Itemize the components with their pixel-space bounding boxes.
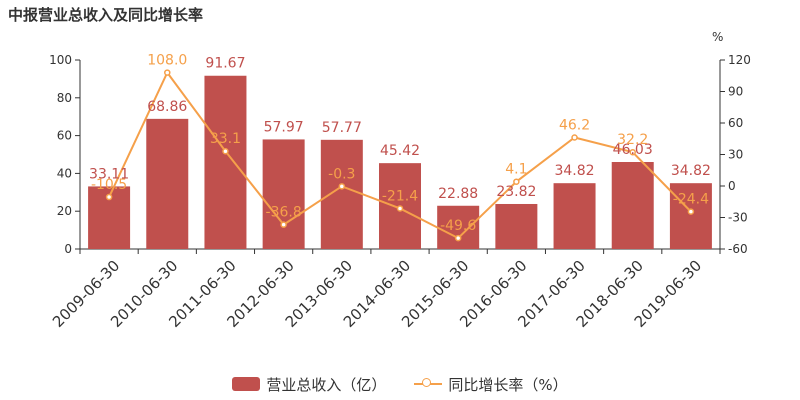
- growth-point: [687, 208, 695, 215]
- legend-bar-swatch: [232, 377, 261, 391]
- revenue-bar: [611, 162, 654, 249]
- growth-point: [164, 69, 171, 76]
- legend-item-revenue[interactable]: 营业总收入（亿）: [232, 374, 386, 395]
- growth-value-label: -10.5: [91, 177, 127, 193]
- growth-value-label: 32.2: [617, 132, 648, 148]
- growth-point: [222, 147, 229, 155]
- growth-point: [338, 183, 346, 190]
- revenue-value-label: 23.82: [496, 184, 536, 200]
- legend-item-growth[interactable]: 同比增长率（%）: [414, 374, 568, 395]
- right-axis-tick-label: -60: [728, 242, 748, 256]
- revenue-value-label: 57.97: [264, 119, 304, 135]
- growth-point: [513, 178, 520, 185]
- revenue-value-label: 45.42: [380, 143, 420, 159]
- growth-value-label: 108.0: [147, 53, 187, 69]
- revenue-value-label: 57.77: [322, 120, 362, 136]
- legend: 营业总收入（亿） 同比增长率（%）: [0, 372, 800, 396]
- growth-value-label: -49.6: [440, 218, 476, 234]
- right-axis-tick-label: 30: [728, 148, 743, 162]
- legend-line-swatch: [414, 377, 443, 391]
- revenue-value-label: 33.11: [89, 166, 129, 182]
- growth-value-label: 46.2: [559, 117, 590, 133]
- revenue-bar: [262, 139, 305, 249]
- revenue-bar: [553, 183, 596, 249]
- left-axis-tick-label: 40: [57, 166, 72, 180]
- right-axis-tick-label: 120: [728, 53, 751, 67]
- right-axis-tick-label: 90: [728, 85, 743, 99]
- revenue-value-label: 34.82: [671, 163, 711, 179]
- growth-point: [454, 234, 462, 242]
- growth-point: [396, 205, 404, 212]
- revenue-value-label: 68.86: [147, 99, 187, 115]
- chart-title: 中报营业总收入及同比增长率: [8, 6, 204, 24]
- revenue-value-label: 34.82: [554, 163, 594, 179]
- growth-point: [629, 148, 636, 156]
- left-axis-tick-label: 60: [57, 129, 72, 143]
- right-axis-tick-label: 60: [728, 116, 743, 130]
- legend-bar-label: 营业总收入（亿）: [266, 375, 387, 394]
- growth-value-label: 4.1: [505, 162, 527, 178]
- revenue-bar: [669, 183, 712, 249]
- revenue-value-label: 46.03: [613, 142, 653, 158]
- right-axis-tick-label: -30: [728, 211, 748, 225]
- revenue-value-label: 22.88: [438, 186, 478, 202]
- revenue-bar: [320, 139, 363, 249]
- right-axis-tick-label: 0: [728, 179, 736, 193]
- left-axis-tick-label: 80: [57, 91, 72, 105]
- growth-value-label: -36.8: [266, 205, 302, 221]
- left-axis-tick-label: 100: [49, 53, 72, 67]
- growth-point: [280, 221, 287, 228]
- growth-point: [571, 134, 578, 141]
- growth-value-label: -0.3: [328, 166, 355, 182]
- revenue-bar: [146, 118, 189, 249]
- revenue-bar: [204, 75, 247, 249]
- left-axis-tick-label: 0: [64, 242, 72, 256]
- growth-value-label: -21.4: [382, 188, 418, 204]
- left-axis-tick-label: 20: [57, 204, 72, 218]
- revenue-value-label: 91.67: [205, 56, 245, 72]
- growth-value-label: 33.1: [210, 131, 241, 147]
- growth-value-label: -24.4: [673, 192, 709, 208]
- revenue-bar: [495, 203, 538, 249]
- revenue-bar: [437, 205, 480, 249]
- growth-point: [105, 193, 113, 201]
- legend-line-label: 同比增长率（%）: [448, 375, 568, 394]
- right-axis-unit: %: [712, 30, 724, 44]
